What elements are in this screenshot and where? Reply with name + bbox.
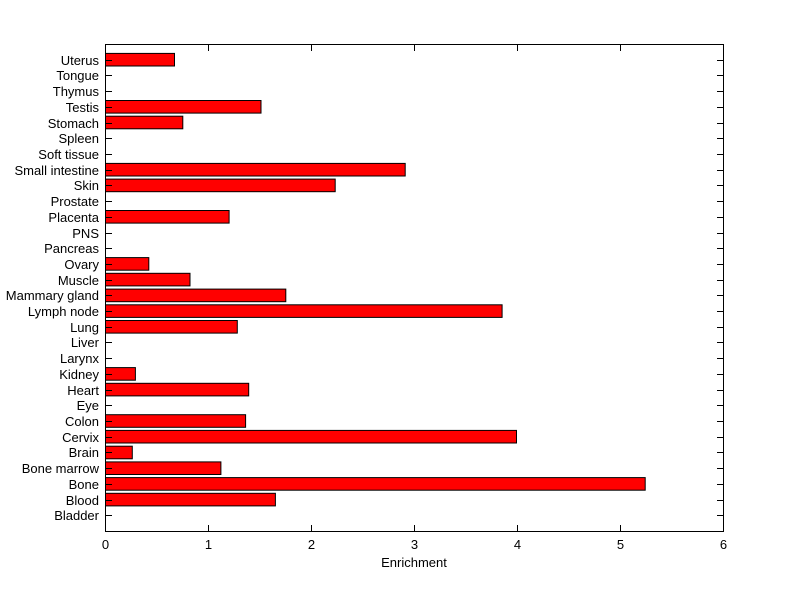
bar-ovary bbox=[105, 257, 150, 271]
y-tick-label-heart: Heart bbox=[67, 383, 99, 398]
plot-box bbox=[105, 44, 724, 532]
bar-cervix bbox=[105, 429, 517, 444]
y-tick-label-eye: Eye bbox=[77, 398, 99, 413]
y-tick-label-testis: Testis bbox=[66, 100, 100, 115]
y-tick-label-bone: Bone bbox=[69, 477, 99, 492]
y-tick-label-stomach: Stomach bbox=[48, 116, 99, 131]
y-tick-label-soft-tissue: Soft tissue bbox=[38, 147, 99, 162]
bar-lung bbox=[105, 320, 238, 334]
bar-testis bbox=[105, 100, 262, 114]
x-tick-label: 6 bbox=[720, 537, 727, 552]
bar-stomach bbox=[105, 115, 184, 130]
y-tick-label-pns: PNS bbox=[72, 226, 99, 241]
x-axis-label: Enrichment bbox=[381, 555, 447, 570]
y-tick-label-muscle: Muscle bbox=[58, 273, 99, 288]
y-tick-label-small-intestine: Small intestine bbox=[14, 163, 99, 178]
x-tick-label: 3 bbox=[411, 537, 418, 552]
y-tick-label-mammary-gland: Mammary gland bbox=[6, 288, 99, 303]
bar-skin bbox=[105, 178, 336, 193]
y-tick-label-colon: Colon bbox=[65, 414, 99, 429]
y-tick-label-cervix: Cervix bbox=[62, 430, 99, 445]
y-tick-label-liver: Liver bbox=[71, 335, 100, 350]
bar-heart bbox=[105, 382, 250, 397]
y-tick-label-bladder: Bladder bbox=[54, 508, 99, 523]
y-tick-label-lymph-node: Lymph node bbox=[28, 304, 99, 319]
bar-bone-marrow bbox=[105, 461, 222, 475]
y-tick-label-placenta: Placenta bbox=[48, 210, 99, 225]
bar-bone bbox=[105, 477, 646, 491]
y-tick-label-kidney: Kidney bbox=[59, 367, 99, 382]
y-tick-label-bone-marrow: Bone marrow bbox=[22, 461, 100, 476]
y-tick-label-brain: Brain bbox=[69, 445, 99, 460]
y-tick-label-pancreas: Pancreas bbox=[44, 241, 99, 256]
bar-blood bbox=[105, 492, 276, 507]
y-tick-label-prostate: Prostate bbox=[51, 194, 99, 209]
bar-placenta bbox=[105, 210, 230, 224]
y-tick-label-uterus: Uterus bbox=[61, 53, 100, 68]
y-tick-label-ovary: Ovary bbox=[64, 257, 99, 272]
y-tick-label-lung: Lung bbox=[70, 320, 99, 335]
x-tick-label: 5 bbox=[617, 537, 624, 552]
bar-small-intestine bbox=[105, 162, 406, 177]
bar-muscle bbox=[105, 272, 191, 287]
y-tick-label-skin: Skin bbox=[74, 178, 99, 193]
x-tick-label: 1 bbox=[205, 537, 212, 552]
y-tick-label-blood: Blood bbox=[66, 493, 99, 508]
y-tick-label-thymus: Thymus bbox=[53, 84, 100, 99]
bar-uterus bbox=[105, 52, 175, 67]
y-tick-label-larynx: Larynx bbox=[60, 351, 100, 366]
y-tick-label-tongue: Tongue bbox=[56, 68, 99, 83]
y-tick-label-spleen: Spleen bbox=[59, 131, 99, 146]
bar-mammary-gland bbox=[105, 288, 287, 303]
x-tick-label: 0 bbox=[102, 537, 109, 552]
bar-kidney bbox=[105, 367, 136, 381]
x-tick-label: 2 bbox=[308, 537, 315, 552]
x-tick-label: 4 bbox=[514, 537, 521, 552]
bar-colon bbox=[105, 414, 247, 428]
bar-lymph-node bbox=[105, 304, 503, 318]
